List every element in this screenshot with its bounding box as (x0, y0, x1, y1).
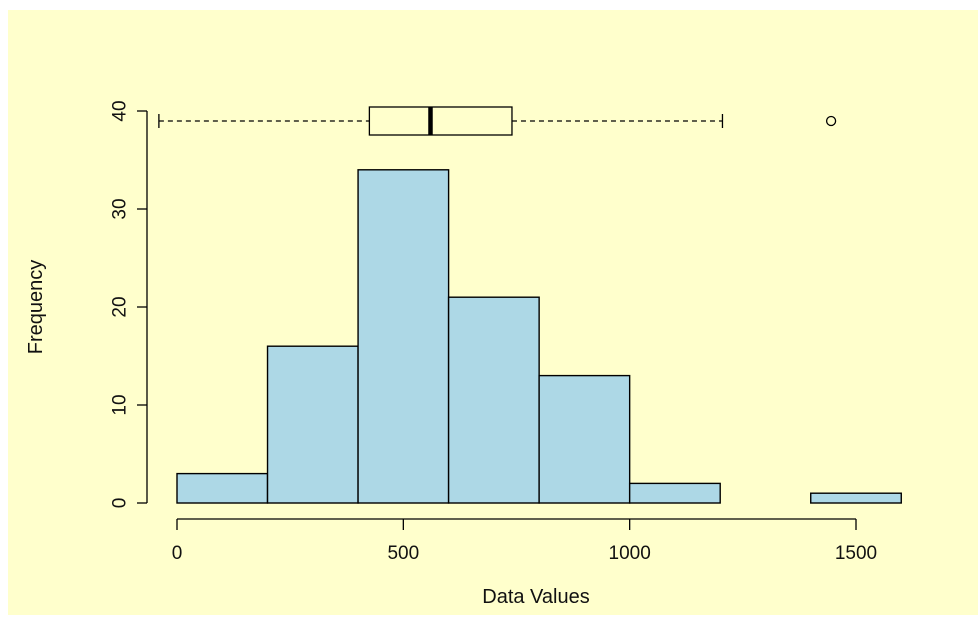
x-tick-label: 0 (172, 543, 183, 564)
y-tick-label: 40 (110, 100, 131, 121)
boxplot (158, 106, 837, 136)
y-tick-label: 0 (110, 498, 131, 509)
x-tick-label: 1000 (609, 543, 651, 564)
x-tick-label: 1500 (835, 543, 877, 564)
histogram-bars (176, 169, 902, 504)
histogram-bar (357, 169, 450, 504)
histogram-bar (176, 472, 269, 504)
x-axis-title: Data Values (482, 586, 589, 608)
y-axis: 0 10 20 30 40 (110, 100, 148, 509)
histogram-bar (266, 345, 359, 504)
boxplot-box (368, 106, 513, 136)
y-axis-title: Frequency (25, 260, 47, 355)
histogram-bar (810, 492, 902, 504)
histogram-bar (447, 296, 540, 504)
x-axis: 0 500 1000 1500 (172, 518, 877, 564)
y-tick-label: 30 (110, 198, 131, 219)
histogram-bar (538, 374, 631, 504)
y-tick-label: 20 (110, 296, 131, 317)
y-tick-label: 10 (110, 394, 131, 415)
boxplot-outlier (825, 115, 837, 127)
histogram-bar (628, 482, 721, 504)
x-tick-label: 500 (387, 543, 419, 564)
